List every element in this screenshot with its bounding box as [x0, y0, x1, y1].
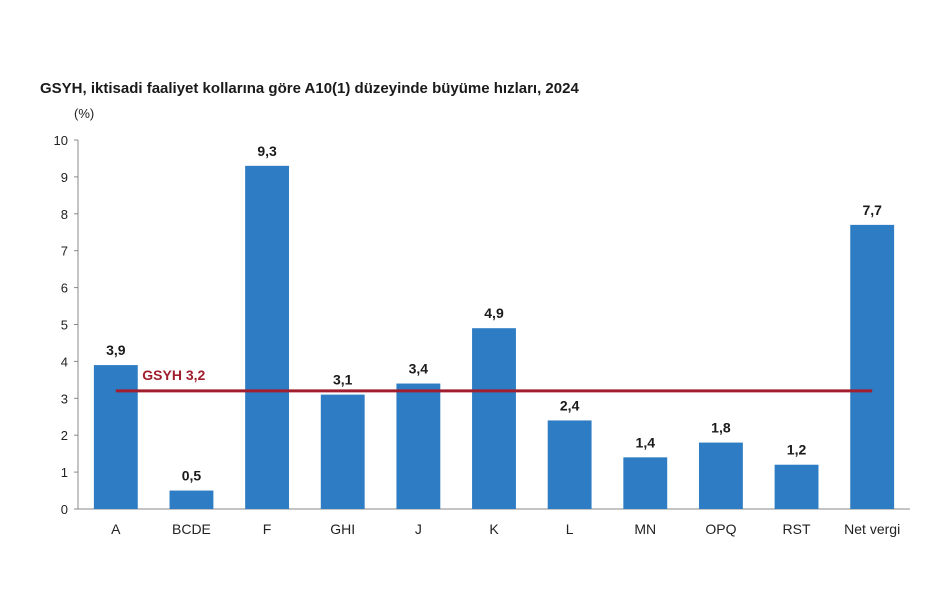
y-axis: 0 1 2 3 4 5 6 7 8 9 10 — [54, 133, 79, 517]
y-tick-label: 8 — [61, 207, 68, 222]
x-tick-label: J — [415, 521, 422, 537]
data-label: 3,9 — [106, 342, 126, 358]
reference-line-group: GSYH 3,2 — [115, 367, 873, 393]
y-tick-label: 0 — [61, 502, 68, 517]
x-tick-label: MN — [634, 521, 656, 537]
data-label: 1,4 — [636, 434, 656, 450]
y-tick-label: 7 — [61, 244, 68, 259]
data-label: 7,7 — [862, 202, 882, 218]
data-label: 0,5 — [182, 468, 202, 484]
bar — [623, 457, 668, 509]
y-tick-label: 2 — [61, 428, 68, 443]
bar — [547, 420, 592, 509]
y-tick-label: 6 — [61, 281, 68, 296]
bar — [169, 490, 214, 509]
x-tick-label: F — [263, 521, 272, 537]
bar — [245, 165, 290, 509]
data-labels: 3,9 0,5 9,3 3,1 3,4 4,9 2,4 1,4 1,8 1,2 7,7 — [106, 143, 882, 484]
x-axis: A BCDE F GHI J K L MN OPQ RST Net vergi — [78, 508, 910, 537]
bar — [93, 365, 138, 509]
bar — [698, 442, 743, 509]
bar — [320, 394, 365, 509]
bar — [850, 224, 895, 509]
x-tick-label: OPQ — [705, 521, 736, 537]
y-tick-label: 4 — [61, 354, 68, 369]
y-tick-label: 10 — [54, 133, 68, 148]
bar — [472, 328, 516, 509]
data-label: 4,9 — [484, 305, 504, 321]
x-tick-label: GHI — [330, 521, 355, 537]
y-tick-label: 1 — [61, 465, 68, 480]
data-label: 9,3 — [257, 143, 277, 159]
y-axis-unit: (%) — [74, 106, 94, 121]
data-label: 1,8 — [711, 420, 731, 436]
chart-title: GSYH, iktisadi faaliyet kollarına göre A… — [40, 80, 579, 97]
y-tick-label: 9 — [61, 170, 68, 185]
x-tick-label: RST — [783, 521, 811, 537]
y-tick-label: 5 — [61, 318, 68, 333]
x-tick-label: BCDE — [172, 521, 211, 537]
y-tick-label: 3 — [61, 391, 68, 406]
reference-line-label: GSYH 3,2 — [142, 367, 205, 383]
bar — [774, 464, 819, 509]
data-label: 3,1 — [333, 372, 353, 388]
x-tick-label: A — [111, 521, 121, 537]
data-label: 2,4 — [560, 397, 580, 413]
data-label: 1,2 — [787, 442, 807, 458]
x-tick-label: K — [489, 521, 499, 537]
bar-series — [93, 165, 895, 509]
x-tick-label: Net vergi — [844, 521, 900, 537]
bar — [396, 383, 441, 509]
data-label: 3,4 — [409, 361, 429, 377]
x-tick-label: L — [566, 521, 574, 537]
